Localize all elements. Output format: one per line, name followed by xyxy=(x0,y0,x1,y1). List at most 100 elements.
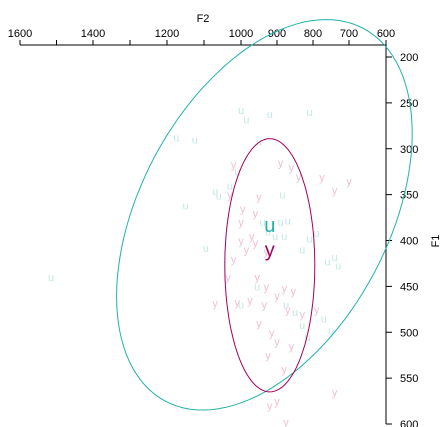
point-u: u xyxy=(279,190,285,202)
point-u: u xyxy=(254,281,260,293)
point-u: u xyxy=(272,231,278,243)
point-y: y xyxy=(296,171,302,183)
point-u: u xyxy=(216,191,222,203)
x-tick-label: 600 xyxy=(377,28,395,40)
y-tick-label: 550 xyxy=(400,373,418,385)
point-y: y xyxy=(274,396,280,408)
point-u: u xyxy=(306,234,312,246)
x-tick-label: 700 xyxy=(340,28,358,40)
centroid-label-y: y xyxy=(265,240,275,262)
point-u: u xyxy=(332,252,338,264)
point-u: u xyxy=(299,320,305,332)
y-tick-label: 450 xyxy=(400,281,418,293)
point-u: u xyxy=(335,260,341,272)
point-y: y xyxy=(290,286,296,298)
point-u: u xyxy=(238,300,244,312)
point-y: y xyxy=(283,417,289,427)
point-y: y xyxy=(231,254,237,266)
point-u: u xyxy=(292,307,298,319)
x-tick-label: 1600 xyxy=(8,28,32,40)
x-tick-label: 1200 xyxy=(155,28,179,40)
point-u: u xyxy=(306,107,312,119)
point-y: y xyxy=(285,304,291,316)
y-tick-label: 500 xyxy=(400,327,418,339)
point-y: y xyxy=(240,203,246,215)
x-tick-label: 800 xyxy=(304,28,322,40)
point-y: y xyxy=(332,387,338,399)
y-tick-label: 300 xyxy=(400,144,418,156)
point-y: y xyxy=(253,208,259,220)
centroid-label-u: u xyxy=(264,215,275,237)
point-y: y xyxy=(299,309,305,321)
point-u: u xyxy=(238,105,244,117)
point-y: y xyxy=(247,295,253,307)
point-y: y xyxy=(212,298,218,310)
point-y: y xyxy=(225,272,231,284)
point-y: y xyxy=(265,350,271,362)
point-u: u xyxy=(227,180,233,192)
point-u: u xyxy=(267,109,273,121)
point-y: y xyxy=(253,237,259,249)
point-y: y xyxy=(314,304,320,316)
point-u: u xyxy=(321,313,327,325)
ellipse-y xyxy=(224,138,316,393)
point-u: u xyxy=(281,231,287,243)
point-y: y xyxy=(249,231,255,243)
point-y: y xyxy=(281,283,287,295)
point-y: y xyxy=(254,272,260,284)
point-y: y xyxy=(256,318,262,330)
point-u: u xyxy=(299,245,305,257)
point-y: y xyxy=(238,236,244,248)
x-tick-label: 1400 xyxy=(81,28,105,40)
point-u: u xyxy=(203,243,209,255)
point-u: u xyxy=(314,228,320,240)
point-y: y xyxy=(289,341,295,353)
point-y: y xyxy=(267,401,273,413)
point-u: u xyxy=(192,135,198,147)
point-y: y xyxy=(231,159,237,171)
y-axis-title: F1 xyxy=(430,235,442,248)
y-tick-label: 200 xyxy=(400,52,418,64)
point-u: u xyxy=(324,257,330,269)
centroid-labels: uy xyxy=(264,215,275,262)
point-y: y xyxy=(269,327,275,339)
point-y: y xyxy=(274,336,280,348)
point-y: y xyxy=(263,247,269,259)
point-u: u xyxy=(285,215,291,227)
x-axis: 1600 1400 1200 1000 900 800 700 600 xyxy=(8,28,395,46)
point-u: u xyxy=(260,217,266,229)
point-y: y xyxy=(274,291,280,303)
point-u: u xyxy=(173,133,179,145)
point-y: y xyxy=(346,176,352,188)
point-y: y xyxy=(262,300,268,312)
point-y: y xyxy=(227,190,233,202)
point-y: y xyxy=(278,158,284,170)
x-tick-label: 900 xyxy=(268,28,286,40)
x-axis-title: F2 xyxy=(197,13,210,25)
point-u: u xyxy=(278,217,284,229)
point-u: u xyxy=(48,272,54,284)
point-y: y xyxy=(332,185,338,197)
ellipse-u xyxy=(116,19,413,411)
y-tick-label: 250 xyxy=(400,98,418,110)
y-tick-label: 600 xyxy=(400,419,418,427)
point-y: y xyxy=(244,245,250,257)
point-u: u xyxy=(212,186,218,198)
point-y: y xyxy=(256,191,262,203)
point-y: y xyxy=(289,162,295,174)
confidence-ellipses xyxy=(116,19,413,411)
point-y: y xyxy=(263,281,269,293)
x-tick-label: 1000 xyxy=(229,28,253,40)
point-y: y xyxy=(281,364,287,376)
point-u: u xyxy=(243,114,249,126)
point-u: u xyxy=(283,300,289,312)
point-y: y xyxy=(319,172,325,184)
point-y: y xyxy=(235,297,241,309)
point-y: y xyxy=(238,217,244,229)
point-u: u xyxy=(305,332,311,344)
point-u: u xyxy=(328,325,334,337)
point-u: u xyxy=(234,167,240,179)
